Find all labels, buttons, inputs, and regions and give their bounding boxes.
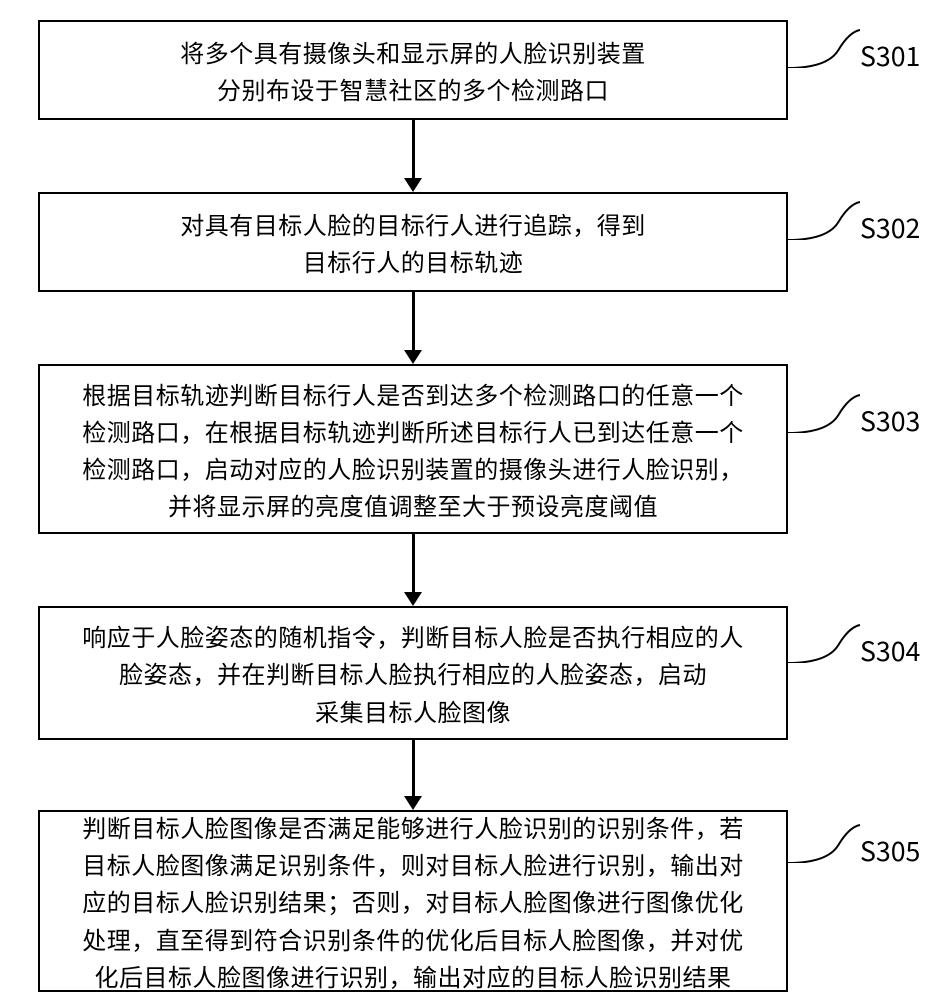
flowchart-canvas: 将多个具有摄像头和显示屏的人脸识别装置 分别布设于智慧社区的多个检测路口 S301… bbox=[0, 0, 926, 1000]
flow-node-s301: 将多个具有摄像头和显示屏的人脸识别装置 分别布设于智慧社区的多个检测路口 bbox=[38, 20, 788, 120]
flow-node-text: 判断目标人脸图像是否满足能够进行人脸识别的识别条件，若 目标人脸图像满足识别条件… bbox=[82, 808, 744, 994]
flow-node-text: 响应于人脸姿态的随机指令，判断目标人脸是否执行相应的人 脸姿态，并在判断目标人脸… bbox=[82, 617, 744, 729]
step-label-s304: S304 bbox=[860, 630, 920, 669]
step-connector bbox=[788, 823, 860, 863]
flow-node-text: 对具有目标人脸的目标行人进行追踪，得到 目标行人的目标轨迹 bbox=[180, 205, 646, 279]
arrow-head-icon bbox=[404, 178, 422, 192]
flow-arrow bbox=[412, 292, 415, 350]
step-connector bbox=[788, 623, 860, 663]
step-label-s305: S305 bbox=[860, 830, 920, 869]
step-label-s303: S303 bbox=[860, 400, 920, 439]
flow-node-text: 根据目标轨迹判断目标行人是否到达多个检测路口的任意一个 检测路口，在根据目标轨迹… bbox=[82, 375, 744, 524]
step-label-s302: S302 bbox=[860, 207, 920, 246]
flow-node-s303: 根据目标轨迹判断目标行人是否到达多个检测路口的任意一个 检测路口，在根据目标轨迹… bbox=[38, 364, 788, 534]
flow-arrow bbox=[412, 534, 415, 592]
arrow-head-icon bbox=[404, 350, 422, 364]
flow-arrow bbox=[412, 740, 415, 796]
flow-node-text: 将多个具有摄像头和显示屏的人脸识别装置 分别布设于智慧社区的多个检测路口 bbox=[180, 33, 646, 107]
step-connector bbox=[788, 28, 860, 68]
step-label-s301: S301 bbox=[860, 35, 920, 74]
arrow-head-icon bbox=[404, 592, 422, 606]
flow-arrow bbox=[412, 120, 415, 178]
step-connector bbox=[788, 393, 860, 433]
step-connector bbox=[788, 200, 860, 240]
flow-node-s304: 响应于人脸姿态的随机指令，判断目标人脸是否执行相应的人 脸姿态，并在判断目标人脸… bbox=[38, 606, 788, 740]
flow-node-s302: 对具有目标人脸的目标行人进行追踪，得到 目标行人的目标轨迹 bbox=[38, 192, 788, 292]
flow-node-s305: 判断目标人脸图像是否满足能够进行人脸识别的识别条件，若 目标人脸图像满足识别条件… bbox=[38, 810, 788, 992]
arrow-head-icon bbox=[404, 796, 422, 810]
